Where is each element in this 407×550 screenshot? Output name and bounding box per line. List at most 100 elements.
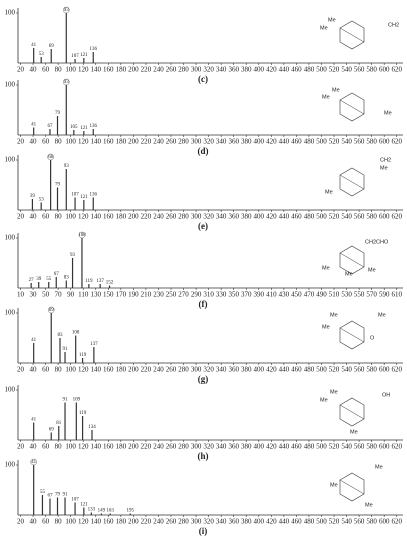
structure-label: Me bbox=[330, 389, 338, 395]
x-tick-label: 40 bbox=[30, 66, 38, 74]
peak bbox=[59, 338, 61, 363]
x-tick-label: 200 bbox=[128, 66, 139, 74]
peak bbox=[83, 200, 85, 210]
peak-label: 121 bbox=[80, 195, 88, 200]
structure-label: OH bbox=[382, 392, 390, 398]
x-tick-label: 460 bbox=[291, 443, 302, 451]
x-tick-label: 360 bbox=[228, 66, 239, 74]
peak-label: 119 bbox=[79, 353, 87, 358]
peak bbox=[65, 169, 67, 210]
x-tick-label: 620 bbox=[391, 138, 402, 146]
x-tick-label: 440 bbox=[279, 66, 290, 74]
x-tick-label: 550 bbox=[354, 291, 365, 299]
peak-label: 69 bbox=[49, 308, 55, 313]
structure-label: Me bbox=[332, 87, 340, 93]
peak bbox=[81, 358, 84, 363]
x-tick-label: 530 bbox=[341, 291, 352, 299]
peak bbox=[71, 258, 74, 288]
peak bbox=[92, 197, 94, 210]
x-tick-label: 460 bbox=[291, 213, 302, 221]
x-tick-label: 160 bbox=[103, 138, 114, 146]
x-tick-label: 450 bbox=[291, 291, 302, 299]
x-tick-label: 80 bbox=[55, 518, 63, 526]
caption: (d) bbox=[198, 146, 209, 156]
x-tick-label: 20 bbox=[17, 213, 25, 221]
x-tick-label: 320 bbox=[203, 138, 214, 146]
peak-label: 69 bbox=[49, 44, 55, 49]
peak bbox=[100, 513, 102, 515]
peak bbox=[83, 507, 85, 515]
peak bbox=[49, 498, 51, 515]
x-tick-label: 210 bbox=[141, 291, 152, 299]
caption: (i) bbox=[199, 526, 208, 536]
peak-label: 105 bbox=[70, 125, 78, 130]
x-tick-label: 120 bbox=[78, 213, 89, 221]
x-tick-label: 50 bbox=[42, 291, 50, 299]
x-tick-label: 360 bbox=[228, 138, 239, 146]
x-tick-label: 340 bbox=[216, 66, 227, 74]
x-tick-label: 460 bbox=[291, 518, 302, 526]
x-tick-label: 610 bbox=[391, 291, 402, 299]
x-tick-label: 200 bbox=[128, 366, 139, 374]
structure-label: Me bbox=[350, 429, 358, 435]
x-tick-label: 480 bbox=[304, 366, 315, 374]
x-tick-label: 270 bbox=[178, 291, 189, 299]
peak bbox=[58, 426, 60, 440]
x-tick-label: 380 bbox=[241, 443, 252, 451]
peak bbox=[38, 282, 40, 288]
x-tick-label: 10 bbox=[17, 291, 25, 299]
structure-label: Me bbox=[330, 482, 338, 488]
x-tick-label: 40 bbox=[30, 518, 38, 526]
peak-label: 137 bbox=[96, 279, 104, 284]
peak-label: 137 bbox=[90, 342, 98, 347]
peak-label: 79 bbox=[55, 111, 61, 116]
peak bbox=[74, 502, 76, 515]
x-tick-label: 140 bbox=[91, 213, 102, 221]
x-tick-label: 620 bbox=[391, 213, 402, 221]
peak-label: 41 bbox=[31, 43, 37, 48]
peak bbox=[48, 282, 50, 288]
x-tick-label: 500 bbox=[316, 366, 327, 374]
x-tick-label: 60 bbox=[42, 66, 50, 74]
x-tick-label: 440 bbox=[279, 443, 290, 451]
peak bbox=[33, 422, 35, 440]
peak bbox=[90, 512, 92, 515]
peak bbox=[92, 129, 94, 135]
x-tick-label: 520 bbox=[329, 66, 340, 74]
peak bbox=[56, 116, 59, 135]
peak bbox=[109, 513, 111, 515]
x-tick-label: 580 bbox=[366, 138, 377, 146]
x-tick-label: 520 bbox=[329, 213, 340, 221]
x-tick-label: 240 bbox=[153, 366, 164, 374]
peak bbox=[55, 277, 57, 288]
peak-label: 27 bbox=[29, 278, 35, 283]
peak-label: 41 bbox=[31, 460, 37, 465]
x-tick-label: 380 bbox=[241, 213, 252, 221]
peak bbox=[81, 238, 83, 288]
x-tick-label: 180 bbox=[116, 213, 127, 221]
x-tick-label: 80 bbox=[55, 213, 63, 221]
peak-label: 108 bbox=[72, 331, 80, 336]
x-tick-label: 500 bbox=[316, 518, 327, 526]
x-tick-label: 400 bbox=[254, 518, 265, 526]
x-tick-label: 90 bbox=[67, 291, 75, 299]
peak-label: 81 bbox=[56, 421, 62, 426]
x-tick-label: 390 bbox=[254, 291, 265, 299]
peak bbox=[83, 131, 85, 135]
x-tick-label: 580 bbox=[366, 518, 377, 526]
x-tick-label: 120 bbox=[78, 518, 89, 526]
x-tick-label: 420 bbox=[266, 138, 277, 146]
y-tick-label: 100 bbox=[5, 309, 16, 317]
structure-label: Me bbox=[330, 312, 338, 318]
peak-label: 107 bbox=[71, 193, 79, 198]
x-tick-label: 130 bbox=[91, 291, 102, 299]
peak bbox=[88, 284, 90, 288]
x-tick-label: 280 bbox=[178, 213, 189, 221]
x-tick-label: 20 bbox=[17, 66, 25, 74]
x-tick-label: 80 bbox=[55, 366, 63, 374]
peak-label: 119 bbox=[85, 279, 93, 284]
structure-label: Me bbox=[325, 189, 333, 195]
y-tick-label: 100 bbox=[5, 81, 16, 89]
x-tick-label: 480 bbox=[304, 518, 315, 526]
x-tick-label: 540 bbox=[341, 443, 352, 451]
